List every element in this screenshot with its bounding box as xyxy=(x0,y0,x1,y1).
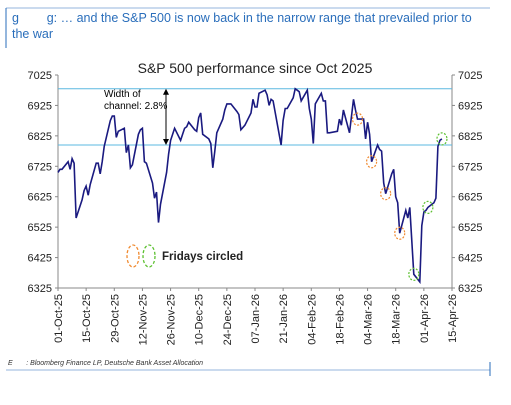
header-title: g g: … and the S&P 500 is now back in th… xyxy=(12,11,476,41)
y2-tick-label: 7025 xyxy=(458,70,482,82)
x-tick-label: 12-Nov-25 xyxy=(137,294,149,345)
friday-circle xyxy=(380,187,392,201)
x-tick-label: 10-Dec-25 xyxy=(194,294,206,345)
source: E : Bloomberg Finance LP, Deutsche Bank … xyxy=(8,360,203,367)
y2-tick-label: 6825 xyxy=(458,131,482,143)
x-tick-label: 18-Feb-26 xyxy=(334,294,346,345)
friday-circle xyxy=(365,155,378,169)
x-tick-label: 24-Dec-25 xyxy=(222,294,234,345)
x-tick-label: 29-Oct-25 xyxy=(109,294,121,343)
y2-tick-label: 6325 xyxy=(458,283,482,295)
friday-circle xyxy=(394,226,406,240)
y-tick-label: 6425 xyxy=(28,253,52,265)
legend-circle xyxy=(126,244,140,268)
y2-tick-label: 6525 xyxy=(458,222,482,234)
friday-circle xyxy=(436,132,448,146)
x-tick-label: 15-Oct-25 xyxy=(81,294,93,343)
x-tick-label: 04-Mar-26 xyxy=(363,294,375,345)
y2-tick-label: 6625 xyxy=(458,192,482,204)
x-tick-label: 21-Jan-26 xyxy=(278,294,290,344)
y2-tick-label: 6425 xyxy=(458,253,482,265)
x-tick-label: 18-Mar-26 xyxy=(391,294,403,345)
arrow-head xyxy=(163,138,169,145)
legend-text: Fridays circled xyxy=(162,251,243,263)
y-tick-label: 6325 xyxy=(28,283,52,295)
annotation: Width of xyxy=(104,89,141,100)
friday-circle xyxy=(422,200,434,214)
y2-tick-label: 6925 xyxy=(458,100,482,112)
x-tick-label: 01-Oct-25 xyxy=(53,294,65,343)
y-tick-label: 7025 xyxy=(28,70,52,82)
x-tick-label: 01-Apr-26 xyxy=(419,294,431,343)
annotation: channel: 2.8% xyxy=(104,101,167,112)
y-tick-label: 6725 xyxy=(28,161,52,173)
y-tick-label: 6825 xyxy=(28,131,52,143)
x-tick-label: 26-Nov-25 xyxy=(166,294,178,345)
y2-tick-label: 6725 xyxy=(458,161,482,173)
friday-circle xyxy=(351,112,364,126)
arrow-head xyxy=(163,88,169,95)
x-tick-label: 15-Apr-26 xyxy=(447,294,459,343)
friday-circle xyxy=(408,267,420,281)
y-tick-label: 6625 xyxy=(28,192,52,204)
line xyxy=(57,87,443,285)
legend-circle xyxy=(142,244,156,268)
x-tick-label: 04-Feb-26 xyxy=(306,294,318,345)
x-tick-label: 07-Jan-26 xyxy=(250,294,262,344)
header-box: g g: … and the S&P 500 is now back in th… xyxy=(12,11,476,41)
chart-title: S&P 500 performance since Oct 2025 xyxy=(138,60,373,76)
y-tick-label: 6925 xyxy=(28,100,52,112)
y-tick-label: 6525 xyxy=(28,222,52,234)
